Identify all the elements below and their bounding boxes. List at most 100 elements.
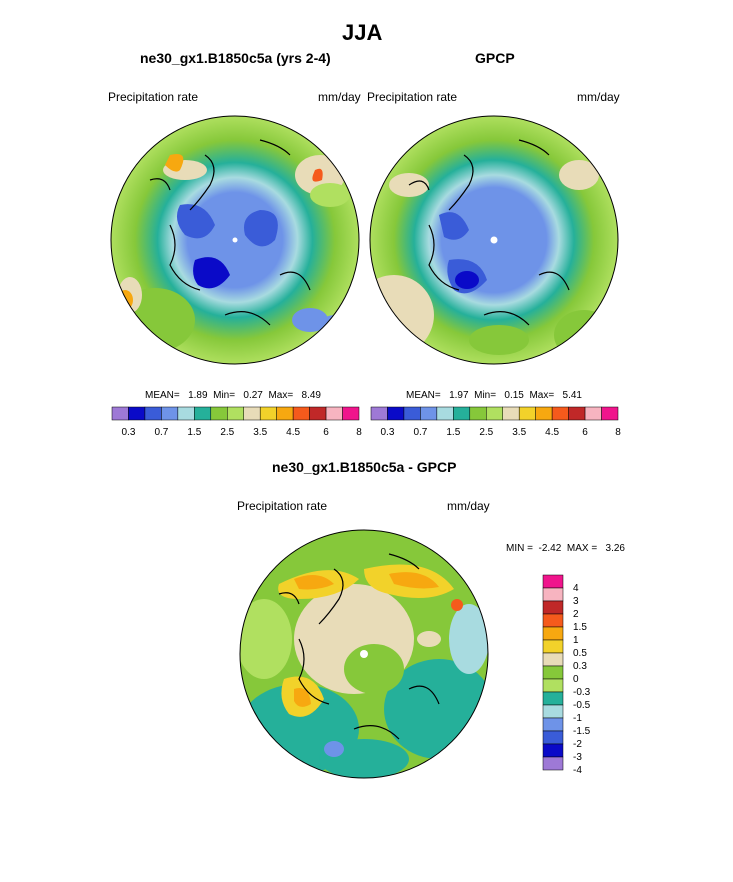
colorbar-diff-swatch-4 (542, 626, 564, 641)
colorbar-1-swatch-0 (111, 406, 129, 421)
colorbar-2-swatch-12 (568, 406, 586, 421)
colorbar-2-swatch-0 (370, 406, 388, 421)
colorbar-diff-swatch-8 (542, 678, 564, 693)
panel-2-stats: MEAN= 1.97 Min= 0.15 Max= 5.41 (406, 390, 582, 401)
panel-2-min: 0.15 (504, 390, 524, 401)
panel-1-min: 0.27 (243, 390, 263, 401)
panel-1-min-label: Min= (213, 390, 236, 401)
panel-2-units: mm/day (577, 90, 620, 104)
main-title: JJA (342, 20, 383, 45)
colorbar-diff-swatch-11 (542, 717, 564, 732)
colorbar-2-swatch-9 (518, 406, 536, 421)
panel-2-left-label: Precipitation rate (367, 90, 458, 104)
colorbar-diff-swatch-6 (542, 652, 564, 667)
colorbar-diff-tick-4: 1 (573, 635, 579, 646)
colorbar-diff-tick-0: 4 (573, 583, 579, 594)
colorbar-diff-tick-10: -1 (573, 713, 582, 724)
colorbar-1-swatch-12 (309, 406, 327, 421)
colorbar-diff: 4 3 2 1.5 1 0.5 0.3 0 -0.3 -0.5 -1 -1.5 -2 -3 -4 (542, 574, 591, 776)
colorbar-diff-tick-12: -2 (573, 739, 582, 750)
panel-1-title: ne30_gx1.B1850c5a (yrs 2-4) (140, 50, 331, 66)
colorbar-1-tick-0: 0.3 (122, 427, 136, 438)
colorbar-diff-tick-3: 1.5 (573, 622, 587, 633)
diff-min: -2.42 (538, 543, 562, 554)
colorbar-2-swatch-10 (535, 406, 553, 421)
diff-panel-title: ne30_gx1.B1850c5a - GPCP (272, 459, 457, 475)
colorbar-2-swatch-1 (387, 406, 405, 421)
colorbar-2-swatch-7 (486, 406, 503, 421)
colorbar-1-swatch-5 (194, 406, 212, 421)
panel-2-map (369, 115, 619, 365)
panel-1-stats: MEAN= 1.89 Min= 0.27 Max= 8.49 (145, 390, 321, 401)
colorbar-1-swatch-3 (161, 406, 179, 421)
colorbar-2-tick-2: 1.5 (446, 427, 460, 438)
colorbar-1-swatch-7 (227, 406, 244, 421)
colorbar-diff-swatch-10 (542, 704, 564, 719)
diff-max: 3.26 (605, 543, 625, 554)
colorbar-1-swatch-10 (276, 406, 294, 421)
colorbar-2-tick-4: 3.5 (512, 427, 526, 438)
panel-1-mean-label: MEAN= (145, 390, 180, 401)
diff-panel-units: mm/day (447, 499, 490, 513)
colorbar-1-swatch-6 (210, 406, 228, 421)
colorbar-1-swatch-1 (128, 406, 146, 421)
colorbar-panel-2: 0.3 0.7 1.5 2.5 3.5 4.5 6 8 (370, 406, 621, 438)
colorbar-2-swatch-6 (469, 406, 487, 421)
colorbar-diff-swatch-0 (542, 574, 564, 589)
panel-1-units: mm/day (318, 90, 361, 104)
colorbar-1-swatch-13 (325, 406, 343, 421)
colorbar-diff-tick-2: 2 (573, 609, 579, 620)
colorbar-diff-tick-13: -3 (573, 752, 582, 763)
colorbar-1-tick-3: 2.5 (220, 427, 234, 438)
colorbar-diff-tick-14: -4 (573, 765, 582, 776)
colorbar-diff-swatch-2 (542, 600, 564, 615)
diff-max-label: MAX = (566, 543, 598, 554)
colorbar-diff-tick-1: 3 (573, 596, 579, 607)
colorbar-diff-swatch-1 (542, 587, 564, 602)
colorbar-diff-tick-11: -1.5 (573, 726, 591, 737)
colorbar-diff-tick-6: 0.3 (573, 661, 587, 672)
colorbar-1-swatch-2 (144, 406, 162, 421)
colorbar-2-swatch-13 (584, 406, 602, 421)
colorbar-2-tick-3: 2.5 (479, 427, 493, 438)
colorbar-2-swatch-4 (436, 406, 454, 421)
colorbar-2-tick-1: 0.7 (413, 427, 427, 438)
colorbar-1-tick-7: 8 (356, 427, 362, 438)
colorbar-2-swatch-5 (453, 406, 471, 421)
panel-2-mean: 1.97 (449, 390, 469, 401)
colorbar-panel-1: 0.3 0.7 1.5 2.5 3.5 4.5 6 8 (111, 406, 362, 438)
colorbar-2-swatch-14 (601, 406, 619, 421)
colorbar-diff-swatch-7 (542, 665, 564, 680)
colorbar-2-tick-7: 8 (615, 427, 621, 438)
colorbar-1-swatch-14 (342, 406, 360, 421)
colorbar-2-swatch-3 (420, 406, 438, 421)
panel-2-max: 5.41 (562, 390, 582, 401)
colorbar-2-tick-5: 4.5 (545, 427, 559, 438)
colorbar-2-swatch-8 (502, 406, 520, 421)
colorbar-diff-swatch-5 (542, 639, 564, 654)
colorbar-2-tick-0: 0.3 (381, 427, 395, 438)
panel-1-max: 8.49 (301, 390, 321, 401)
diff-min-label: MIN = (506, 543, 533, 554)
panel-2-max-label: Max= (529, 390, 555, 401)
panel-1-left-label: Precipitation rate (108, 90, 199, 104)
colorbar-diff-swatch-9 (542, 691, 564, 706)
colorbar-diff-swatch-12 (542, 730, 564, 745)
colorbar-1-swatch-4 (177, 406, 195, 421)
diff-panel-left-label: Precipitation rate (237, 499, 328, 513)
colorbar-diff-tick-7: 0 (573, 674, 579, 685)
colorbar-2-tick-6: 6 (582, 427, 588, 438)
panel-2-mean-label: MEAN= (406, 390, 441, 401)
colorbar-diff-swatch-3 (542, 613, 564, 628)
colorbar-2-swatch-2 (403, 406, 421, 421)
panel-1-mean: 1.89 (188, 390, 208, 401)
colorbar-1-swatch-11 (292, 406, 310, 421)
colorbar-1-tick-2: 1.5 (187, 427, 201, 438)
panel-1-max-label: Max= (268, 390, 294, 401)
panel-2-title: GPCP (475, 50, 515, 66)
diff-map (239, 529, 489, 779)
colorbar-diff-swatch-13 (542, 743, 564, 758)
colorbar-diff-swatch-14 (542, 756, 564, 771)
colorbar-2-swatch-11 (551, 406, 569, 421)
colorbar-1-tick-6: 6 (323, 427, 329, 438)
